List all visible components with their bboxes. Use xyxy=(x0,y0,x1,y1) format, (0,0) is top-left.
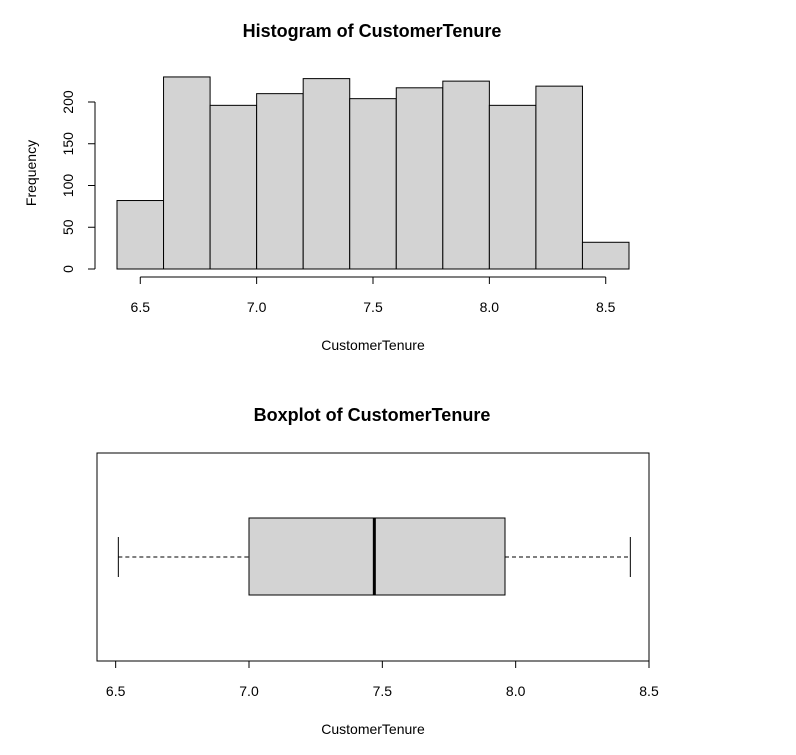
histogram-y-tick-label: 50 xyxy=(60,219,76,235)
histogram-title: Histogram of CustomerTenure xyxy=(243,21,502,41)
histogram-x-axis-label: CustomerTenure xyxy=(321,337,425,353)
boxplot-x-tick-label: 7.0 xyxy=(239,683,259,699)
histogram-x-tick-label: 8.5 xyxy=(596,299,616,315)
histogram-bar xyxy=(163,76,211,270)
histogram-bar xyxy=(488,104,537,270)
histogram-bar xyxy=(581,241,630,270)
histogram-y-tick-label: 100 xyxy=(60,174,76,198)
boxplot-x-axis-label: CustomerTenure xyxy=(321,721,425,737)
boxplot-x-axis: 6.5 7.0 7.5 8.0 8.5 xyxy=(106,661,659,699)
histogram-bar xyxy=(256,93,304,270)
boxplot-title: Boxplot of CustomerTenure xyxy=(254,405,491,425)
histogram-bar xyxy=(535,85,583,270)
histogram-bar xyxy=(116,200,165,270)
histogram-bar xyxy=(349,98,397,270)
histogram-x-axis: 6.5 7.0 7.5 8.0 8.5 xyxy=(131,276,616,315)
boxplot-x-tick-label: 7.5 xyxy=(373,683,393,699)
histogram-bars xyxy=(116,76,630,270)
boxplot-x-tick-label: 8.5 xyxy=(639,683,659,699)
histogram-bar xyxy=(442,80,490,270)
histogram-bar xyxy=(302,78,351,270)
boxplot-x-tick-label: 6.5 xyxy=(106,683,126,699)
boxplot-frame xyxy=(96,452,650,662)
histogram-bar xyxy=(209,104,258,270)
histogram-x-tick-label: 6.5 xyxy=(131,299,151,315)
histogram-y-axis-label: Frequency xyxy=(23,140,39,206)
boxplot-panel: Boxplot of CustomerTenure 6.5 7.0 7.5 8.0 8.… xyxy=(96,405,659,737)
boxplot-elements xyxy=(117,517,631,596)
histogram-x-tick-label: 7.5 xyxy=(363,299,383,315)
boxplot-box xyxy=(248,517,506,596)
histogram-x-tick-label: 7.0 xyxy=(247,299,267,315)
histogram-y-tick-label: 150 xyxy=(60,132,76,156)
histogram-x-tick-label: 8.0 xyxy=(480,299,500,315)
histogram-y-axis: 0 50 100 150 200 xyxy=(60,90,96,273)
boxplot-x-tick-label: 8.0 xyxy=(506,683,526,699)
histogram-panel: Histogram of CustomerTenure 6.5 7.0 7.5 8.0… xyxy=(23,21,630,353)
histogram-y-tick-label: 0 xyxy=(60,265,76,273)
histogram-bar xyxy=(395,87,444,270)
histogram-y-tick-label: 200 xyxy=(60,90,76,114)
